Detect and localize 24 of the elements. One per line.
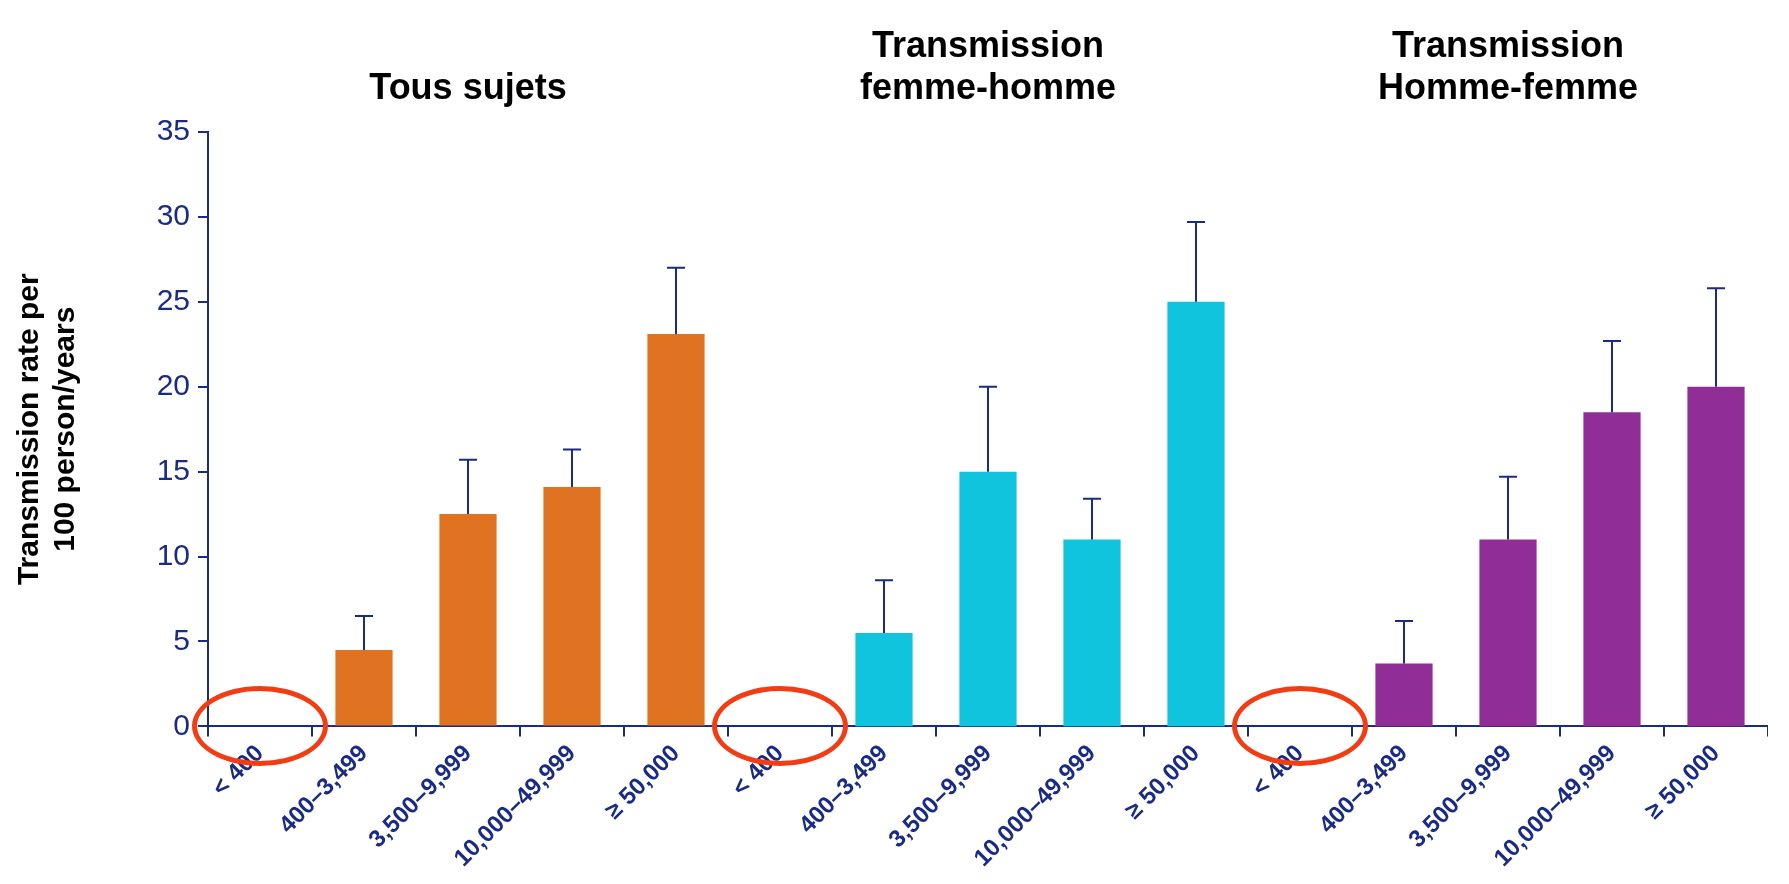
y-tick-label: 10 [156, 537, 190, 571]
bar [1479, 539, 1537, 727]
bar [1375, 663, 1433, 727]
y-tick-label: 30 [156, 198, 190, 232]
y-axis-title: Transmission rate per 100 person/years [11, 272, 81, 586]
y-tick-label: 25 [156, 283, 190, 317]
bar [1063, 539, 1121, 727]
y-tick-label: 15 [156, 452, 190, 486]
y-tick-label: 5 [173, 622, 190, 656]
y-tick-label: 0 [173, 707, 190, 741]
bar [1583, 412, 1641, 727]
bar [543, 486, 601, 726]
bar [647, 334, 705, 726]
bar [959, 471, 1017, 727]
chart-title: Transmission femme-homme [859, 24, 1117, 108]
chart-title: Tous sujets [369, 66, 567, 108]
bar [855, 632, 913, 727]
bar [1167, 301, 1225, 727]
y-tick-label: 35 [156, 113, 190, 147]
bar [1687, 386, 1745, 727]
chart-title: Transmission Homme-femme [1377, 24, 1639, 108]
y-tick-label: 20 [156, 368, 190, 401]
bar [439, 514, 497, 726]
bar [335, 649, 393, 726]
